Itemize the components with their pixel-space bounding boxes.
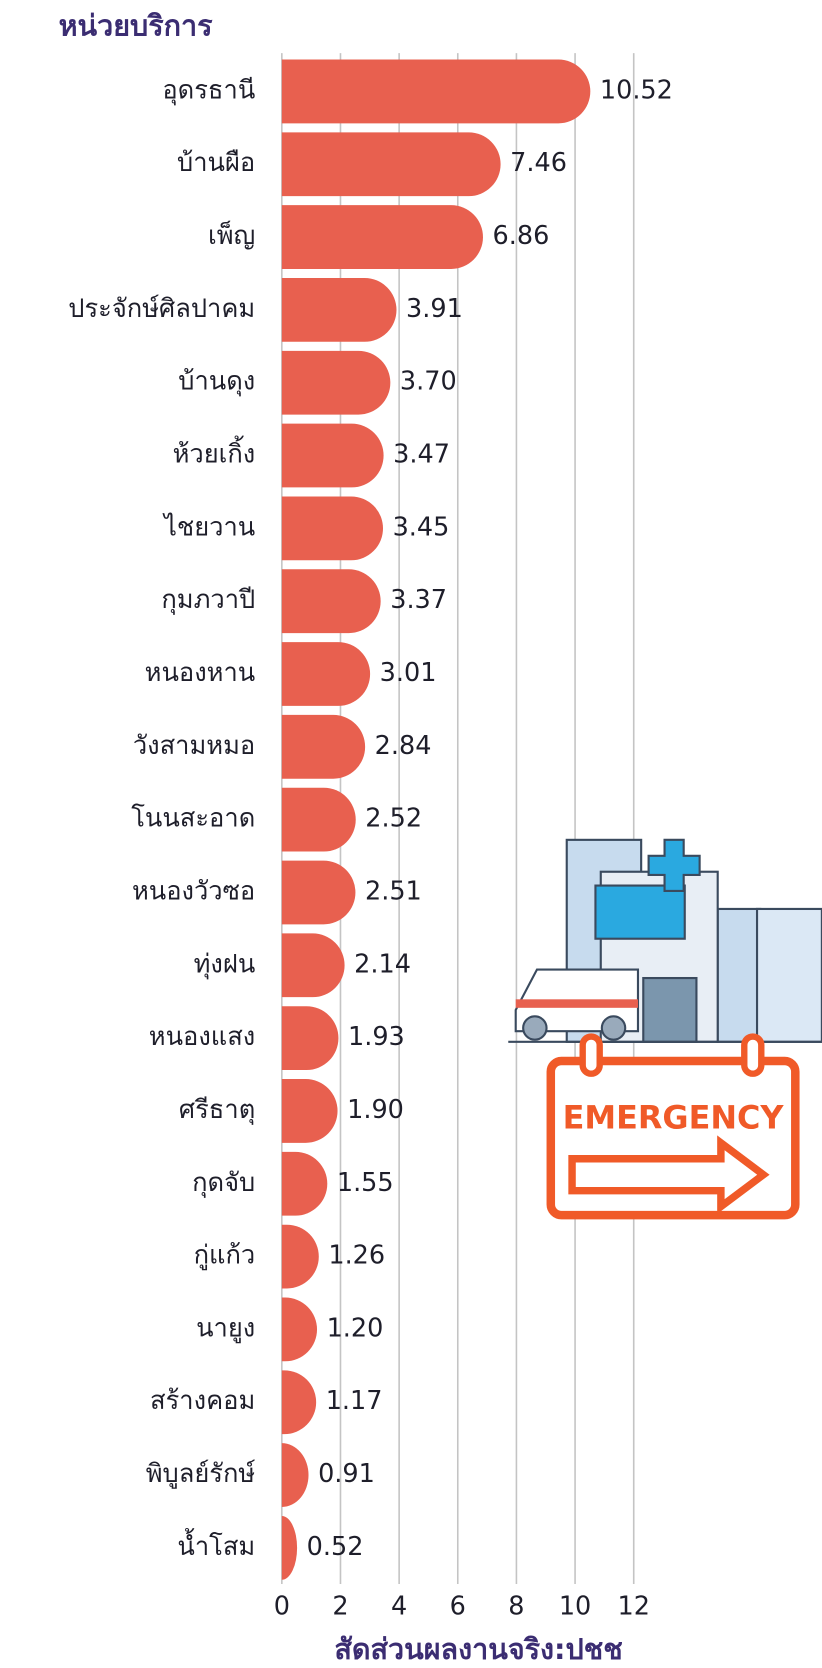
x-axis-title: สัดส่วนผลงานจริง:ปชช — [334, 1632, 622, 1666]
value-label: 1.93 — [348, 1022, 405, 1052]
value-label: 1.20 — [327, 1313, 384, 1343]
x-tick-label: 0 — [274, 1591, 290, 1621]
bar — [282, 132, 501, 196]
value-label: 3.45 — [393, 512, 450, 542]
value-label: 7.46 — [510, 148, 567, 178]
bar — [282, 788, 356, 852]
value-label: 0.91 — [318, 1459, 375, 1489]
value-label: 1.17 — [326, 1386, 383, 1416]
bar — [282, 1298, 317, 1362]
value-label: 1.55 — [337, 1168, 394, 1198]
y-tick-label: กุดจับ — [192, 1168, 255, 1198]
bar — [282, 1006, 339, 1070]
chart-title: หน่วยบริการ — [59, 9, 214, 43]
bar — [282, 351, 390, 415]
y-tick-label: ไชยวาน — [162, 512, 255, 542]
value-label: 10.52 — [600, 75, 673, 105]
y-tick-label: ประจักษ์ศิลปาคม — [68, 294, 255, 324]
y-tick-label: สร้างคอม — [150, 1386, 255, 1416]
value-label: 3.47 — [393, 440, 450, 470]
x-tick-label: 10 — [559, 1591, 591, 1621]
x-tick-label: 4 — [391, 1591, 407, 1621]
value-label: 2.84 — [375, 731, 432, 761]
emergency-illustration: EMERGENCY — [508, 840, 822, 1215]
y-tick-label: ห้วยเกิ้ง — [173, 436, 256, 470]
bar — [282, 933, 345, 997]
y-tick-label: ทุ่งฝน — [194, 949, 256, 979]
bar — [282, 1079, 338, 1143]
bar — [282, 205, 483, 269]
value-label: 6.86 — [493, 221, 550, 251]
bar — [282, 424, 384, 488]
value-label: 1.90 — [347, 1095, 404, 1125]
bar — [282, 278, 397, 342]
x-tick-label: 6 — [450, 1591, 466, 1621]
page: หน่วยบริการ สัดส่วนผลงานจริง:ปชช EMERGEN… — [0, 0, 822, 1668]
x-tick-label: 12 — [617, 1591, 649, 1621]
bar — [282, 569, 381, 633]
y-tick-label: ศรีธาตุ — [179, 1095, 255, 1125]
value-label: 3.91 — [406, 294, 463, 324]
y-tick-label: น้ำโสม — [177, 1528, 255, 1562]
y-tick-label: หนองแสง — [149, 1022, 255, 1052]
y-tick-label: อุดรธานี — [162, 75, 255, 105]
bar — [282, 1225, 319, 1289]
y-tick-label: หนองวัวซอ — [132, 876, 255, 906]
y-tick-label: กู่แก้ว — [194, 1241, 256, 1271]
y-tick-label: พิบูลย์รักษ์ — [146, 1459, 256, 1489]
bar — [282, 1516, 297, 1580]
y-tick-label: เพ็ญ — [208, 220, 255, 251]
bar — [282, 496, 383, 560]
bar — [282, 1152, 327, 1216]
y-tick-label: หนองหาน — [145, 658, 256, 688]
y-tick-label: วังสามหมอ — [133, 731, 255, 761]
y-tick-label: บ้านดุง — [178, 367, 255, 397]
value-label: 2.14 — [354, 949, 411, 979]
sign-text: EMERGENCY — [563, 1098, 785, 1136]
bar — [282, 715, 365, 779]
y-tick-label: นายูง — [196, 1313, 255, 1343]
bar — [282, 1443, 309, 1507]
value-label: 2.52 — [365, 804, 422, 834]
value-label: 1.26 — [328, 1241, 385, 1271]
bar — [282, 1370, 316, 1434]
x-tick-label: 2 — [332, 1591, 348, 1621]
bar — [282, 642, 370, 706]
value-label: 3.70 — [400, 367, 457, 397]
bars — [282, 60, 590, 1580]
y-tick-label: บ้านผือ — [177, 148, 255, 178]
bar — [282, 861, 356, 925]
chart: หน่วยบริการ สัดส่วนผลงานจริง:ปชช EMERGEN… — [0, 0, 822, 1668]
value-label: 3.37 — [390, 585, 447, 615]
value-label: 3.01 — [380, 658, 437, 688]
value-label: 2.51 — [365, 876, 422, 906]
y-tick-label: โนนสะอาด — [131, 804, 255, 834]
y-tick-label: กุมภวาปี — [161, 585, 255, 615]
value-label: 0.52 — [307, 1532, 364, 1562]
x-tick-label: 8 — [508, 1591, 524, 1621]
bar — [282, 60, 590, 124]
